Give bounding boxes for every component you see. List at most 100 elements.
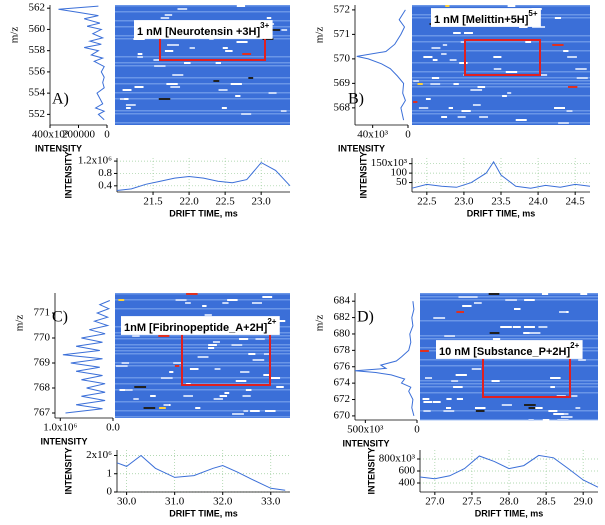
heatmap-row bbox=[420, 419, 598, 421]
heatmap-cell bbox=[512, 326, 521, 328]
heatmap-row bbox=[115, 83, 290, 85]
heatmap-cell bbox=[566, 110, 573, 112]
heatmap-cell bbox=[457, 116, 466, 118]
heatmap-cell bbox=[567, 56, 577, 58]
x-tick-label: 29.0 bbox=[574, 496, 594, 508]
y-tick-label: 682 bbox=[334, 311, 351, 323]
panel-label: C) bbox=[52, 309, 68, 326]
heatmap-cell bbox=[248, 77, 254, 79]
heatmap-cell bbox=[471, 368, 482, 370]
highlight-box bbox=[464, 39, 541, 76]
heatmap-cell bbox=[493, 56, 502, 58]
y-axis-label: m/z bbox=[9, 27, 21, 44]
x-axis-label: INTENSITY bbox=[40, 436, 87, 446]
heatmap-cell bbox=[470, 89, 483, 91]
title-bg bbox=[436, 340, 583, 359]
x-tick-label: 27.5 bbox=[462, 496, 482, 508]
heatmap-cell bbox=[137, 53, 143, 55]
heatmap-cell bbox=[529, 332, 541, 334]
y-tick-label: 150x10³ bbox=[371, 157, 408, 169]
heatmap-cell bbox=[222, 47, 228, 49]
heatmap-cell bbox=[461, 110, 471, 112]
heatmap-row bbox=[115, 338, 290, 340]
y-tick-label: 769 bbox=[34, 357, 51, 369]
heatmap-cell bbox=[550, 386, 555, 388]
heatmap-row bbox=[412, 80, 590, 82]
heatmap-row bbox=[412, 62, 590, 64]
heatmap-cell bbox=[505, 71, 518, 73]
y-tick-label: 552 bbox=[29, 108, 46, 120]
data-line bbox=[116, 454, 286, 491]
heatmap-cell bbox=[430, 83, 441, 85]
heatmap-cell bbox=[125, 104, 136, 106]
heatmap-cell bbox=[263, 353, 272, 355]
heatmap-cell bbox=[459, 62, 468, 64]
heatmap-row bbox=[115, 401, 290, 403]
x-tick-label: 21.5 bbox=[143, 196, 163, 208]
heatmap-row bbox=[420, 383, 598, 385]
y-tick-label: 674 bbox=[334, 377, 351, 389]
heatmap-cell bbox=[423, 401, 433, 403]
heatmap-row bbox=[412, 83, 590, 85]
heatmap-cell bbox=[243, 410, 249, 412]
heatmap-row bbox=[420, 338, 598, 340]
heatmap-cell bbox=[455, 374, 467, 376]
heatmap-cell bbox=[167, 44, 179, 46]
heatmap-cell bbox=[576, 77, 588, 79]
heatmap-row bbox=[115, 110, 290, 112]
heatmap-cell bbox=[413, 80, 419, 82]
heatmap-row bbox=[420, 392, 598, 394]
heatmap-row bbox=[115, 362, 290, 364]
heatmap-cell bbox=[456, 398, 463, 400]
heatmap-cell bbox=[158, 335, 170, 337]
y-tick-label: 1 bbox=[107, 467, 113, 479]
y-tick-label: 771 bbox=[34, 307, 51, 319]
heatmap-cell bbox=[500, 326, 512, 328]
heatmap-cell bbox=[277, 320, 286, 322]
heatmap-cell bbox=[528, 419, 534, 421]
heatmap-cell bbox=[441, 53, 447, 55]
y-tick-label: 562 bbox=[29, 2, 46, 14]
heatmap-row bbox=[412, 35, 590, 37]
x-tick-label: 22.5 bbox=[417, 196, 437, 208]
x-tick-label: 500x10³ bbox=[347, 424, 384, 436]
y-tick-label: 600 bbox=[399, 465, 416, 477]
title-charge: 2+ bbox=[267, 317, 276, 326]
y-axis-label: INTENSITY bbox=[366, 447, 376, 494]
heatmap-cell bbox=[133, 38, 145, 40]
heatmap-cell bbox=[472, 104, 481, 106]
y-axis-label: INTENSITY bbox=[63, 447, 73, 494]
y-tick-label: 0.8 bbox=[98, 167, 112, 179]
heatmap-cell bbox=[443, 410, 455, 412]
heatmap-cell bbox=[413, 101, 418, 103]
heatmap-row bbox=[115, 98, 290, 100]
x-tick-label: 31.0 bbox=[165, 496, 185, 508]
data-line bbox=[356, 9, 406, 121]
heatmap-row bbox=[115, 5, 290, 7]
y-axis-label: m/z bbox=[314, 315, 326, 332]
heatmap-row bbox=[115, 344, 290, 346]
heatmap-cell bbox=[119, 389, 126, 391]
heatmap-cell bbox=[458, 296, 468, 298]
heatmap-row bbox=[115, 77, 290, 79]
heatmap-row bbox=[115, 293, 290, 295]
y-axis-label: INTENSITY bbox=[358, 151, 368, 198]
heatmap-cell bbox=[245, 389, 252, 391]
heatmap-row bbox=[115, 308, 290, 310]
heatmap-cell bbox=[166, 83, 178, 85]
heatmap-cell bbox=[154, 65, 166, 67]
heatmap-cell bbox=[173, 362, 183, 364]
heatmap-cell bbox=[524, 404, 536, 406]
heatmap-row bbox=[115, 347, 290, 349]
heatmap-row bbox=[115, 92, 290, 94]
heatmap-cell bbox=[462, 305, 472, 307]
heatmap-cell bbox=[542, 419, 550, 421]
heatmap-cell bbox=[417, 83, 423, 85]
x-tick-label: 1.0x10⁶ bbox=[43, 422, 77, 434]
heatmap-cell bbox=[177, 8, 188, 10]
heatmap-row bbox=[420, 320, 598, 322]
heatmap-cell bbox=[493, 68, 502, 70]
heatmap-cell bbox=[213, 80, 220, 82]
heatmap-cell bbox=[251, 302, 260, 304]
heatmap-cell bbox=[280, 110, 287, 112]
